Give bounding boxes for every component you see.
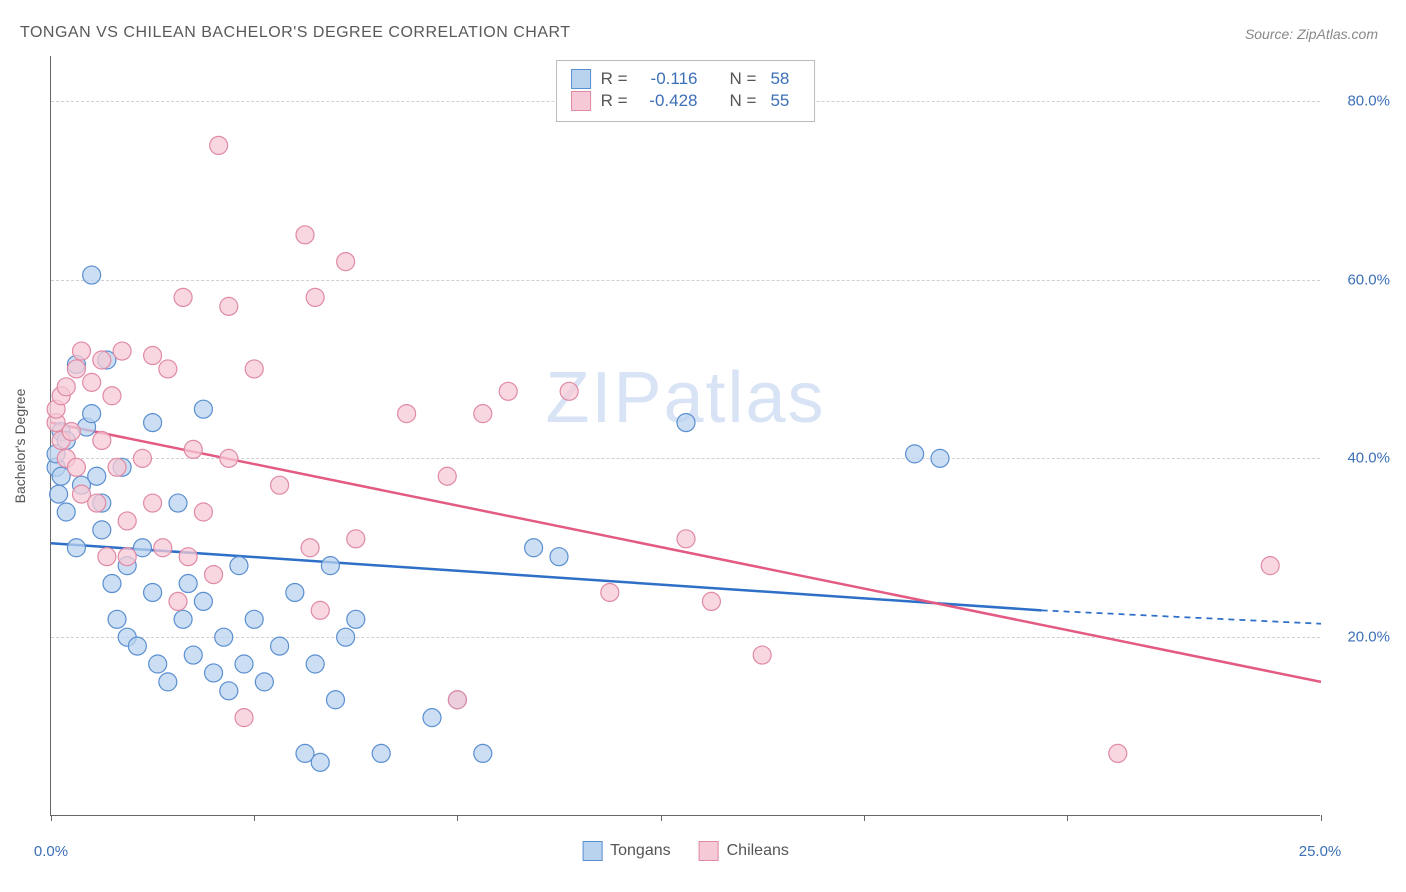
- y-tick-label: 40.0%: [1330, 450, 1390, 467]
- stat-row-chileans: R = -0.428 N = 55: [571, 91, 801, 111]
- swatch-chileans: [699, 841, 719, 861]
- legend-label-chileans: Chileans: [727, 842, 789, 860]
- y-tick-label: 20.0%: [1330, 629, 1390, 646]
- legend-label-tongans: Tongans: [610, 842, 671, 860]
- chart-title: TONGAN VS CHILEAN BACHELOR'S DEGREE CORR…: [20, 24, 571, 42]
- n-label: N =: [730, 69, 757, 89]
- correlation-stats-box: R = -0.116 N = 58 R = -0.428 N = 55: [556, 60, 816, 122]
- source-attribution: Source: ZipAtlas.com: [1245, 26, 1378, 42]
- x-axis-min-label: 0.0%: [34, 843, 68, 860]
- r-label: R =: [601, 91, 628, 111]
- y-tick-label: 60.0%: [1330, 271, 1390, 288]
- swatch-tongans: [582, 841, 602, 861]
- legend-item-tongans: Tongans: [582, 841, 671, 861]
- legend-item-chileans: Chileans: [699, 841, 789, 861]
- chart-container: TONGAN VS CHILEAN BACHELOR'S DEGREE CORR…: [0, 0, 1406, 892]
- scatter-svg: [51, 56, 1320, 815]
- n-value-tongans: 58: [770, 69, 800, 89]
- y-axis-label: Bachelor's Degree: [12, 389, 28, 504]
- x-axis-max-label: 25.0%: [1299, 843, 1342, 860]
- n-label: N =: [730, 91, 757, 111]
- stat-row-tongans: R = -0.116 N = 58: [571, 69, 801, 89]
- r-value-chileans: -0.428: [642, 91, 698, 111]
- plot-area: ZIPatlas 20.0%40.0%60.0%80.0% R = -0.116…: [50, 56, 1320, 816]
- r-value-tongans: -0.116: [642, 69, 698, 89]
- n-value-chileans: 55: [770, 91, 800, 111]
- r-label: R =: [601, 69, 628, 89]
- swatch-chileans: [571, 91, 591, 111]
- swatch-tongans: [571, 69, 591, 89]
- y-tick-label: 80.0%: [1330, 92, 1390, 109]
- series-legend: Tongans Chileans: [582, 841, 789, 861]
